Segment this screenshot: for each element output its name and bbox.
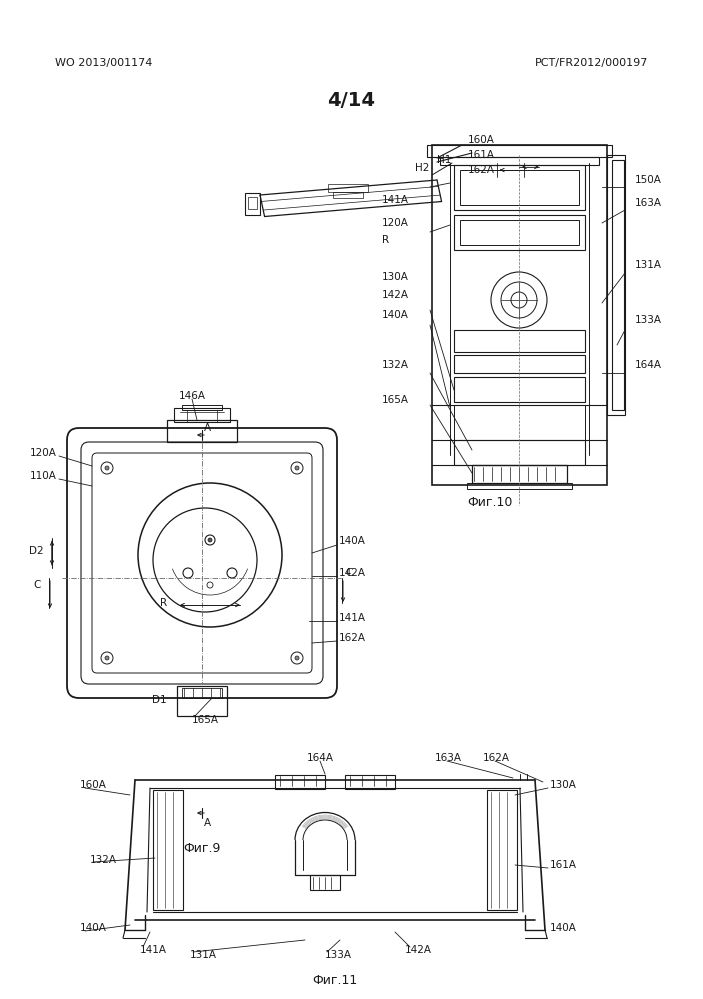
- Text: 141A: 141A: [140, 945, 167, 955]
- Text: Фиг.10: Фиг.10: [467, 497, 512, 509]
- Text: 142A: 142A: [382, 290, 409, 300]
- Text: C: C: [34, 580, 41, 590]
- Text: 132A: 132A: [90, 855, 117, 865]
- Bar: [454, 377, 585, 402]
- Text: 140A: 140A: [339, 536, 366, 546]
- Bar: [454, 355, 585, 373]
- Circle shape: [105, 466, 109, 470]
- Text: R: R: [160, 598, 167, 608]
- Bar: [245, 193, 260, 215]
- Text: 163A: 163A: [435, 753, 462, 763]
- Text: 140A: 140A: [550, 923, 577, 933]
- Text: 120A: 120A: [30, 448, 57, 458]
- Text: 160A: 160A: [80, 780, 107, 790]
- Text: 165A: 165A: [192, 715, 219, 725]
- Text: 163A: 163A: [635, 198, 662, 208]
- Text: 160A: 160A: [468, 135, 495, 145]
- Bar: [167, 420, 237, 442]
- Text: 146A: 146A: [179, 391, 205, 401]
- Text: 130A: 130A: [550, 780, 577, 790]
- Bar: [487, 790, 517, 910]
- Text: H2: H2: [415, 163, 430, 173]
- Circle shape: [295, 656, 299, 660]
- Text: D1: D1: [152, 695, 167, 705]
- Bar: [333, 192, 363, 198]
- Text: 161A: 161A: [550, 860, 577, 870]
- Text: 142A: 142A: [405, 945, 432, 955]
- Text: 131A: 131A: [190, 950, 217, 960]
- Bar: [310, 875, 340, 890]
- Text: 164A: 164A: [635, 360, 662, 370]
- Text: 4/14: 4/14: [327, 91, 375, 110]
- Text: 150A: 150A: [635, 175, 662, 185]
- Bar: [182, 405, 222, 410]
- Text: Фиг.9: Фиг.9: [183, 841, 221, 854]
- Text: C: C: [345, 568, 352, 578]
- Bar: [440, 157, 599, 165]
- Bar: [612, 160, 624, 410]
- Circle shape: [295, 466, 299, 470]
- Bar: [467, 483, 572, 489]
- Text: A: A: [203, 423, 211, 433]
- Text: 140A: 140A: [382, 310, 409, 320]
- Text: 110A: 110A: [30, 471, 57, 481]
- Bar: [153, 790, 183, 910]
- Text: 141A: 141A: [339, 613, 366, 623]
- Text: H1: H1: [437, 155, 451, 165]
- Bar: [174, 408, 230, 422]
- Text: 161A: 161A: [468, 150, 495, 160]
- Bar: [454, 440, 585, 465]
- Text: 130A: 130A: [382, 272, 409, 282]
- Bar: [345, 775, 395, 789]
- Bar: [177, 686, 227, 716]
- Text: PCT/FR2012/000197: PCT/FR2012/000197: [534, 58, 648, 68]
- Bar: [454, 165, 585, 210]
- Bar: [275, 775, 325, 789]
- Bar: [328, 184, 368, 192]
- Text: 120A: 120A: [382, 218, 409, 228]
- Bar: [607, 155, 625, 415]
- Text: R: R: [382, 235, 389, 245]
- Bar: [460, 170, 579, 205]
- Bar: [427, 145, 612, 157]
- Bar: [248, 197, 257, 209]
- Text: 162A: 162A: [339, 633, 366, 643]
- Text: 131A: 131A: [635, 260, 662, 270]
- Text: 133A: 133A: [325, 950, 352, 960]
- Text: 132A: 132A: [382, 360, 409, 370]
- Bar: [454, 215, 585, 250]
- Text: 142A: 142A: [339, 568, 366, 578]
- Text: A: A: [203, 818, 211, 828]
- Text: WO 2013/001174: WO 2013/001174: [55, 58, 153, 68]
- Circle shape: [208, 538, 212, 542]
- Text: 140A: 140A: [80, 923, 107, 933]
- Text: 162A: 162A: [483, 753, 510, 763]
- Text: 141A: 141A: [382, 195, 409, 205]
- Text: 165A: 165A: [382, 395, 409, 405]
- Bar: [454, 330, 585, 352]
- Text: Фиг.11: Фиг.11: [312, 973, 358, 986]
- Bar: [432, 145, 607, 485]
- Text: D2: D2: [30, 546, 44, 556]
- Bar: [472, 465, 567, 483]
- Bar: [460, 220, 579, 245]
- Text: 162A: 162A: [468, 165, 495, 175]
- Text: 164A: 164A: [307, 753, 333, 763]
- Text: 133A: 133A: [635, 315, 662, 325]
- Circle shape: [105, 656, 109, 660]
- Bar: [182, 688, 222, 698]
